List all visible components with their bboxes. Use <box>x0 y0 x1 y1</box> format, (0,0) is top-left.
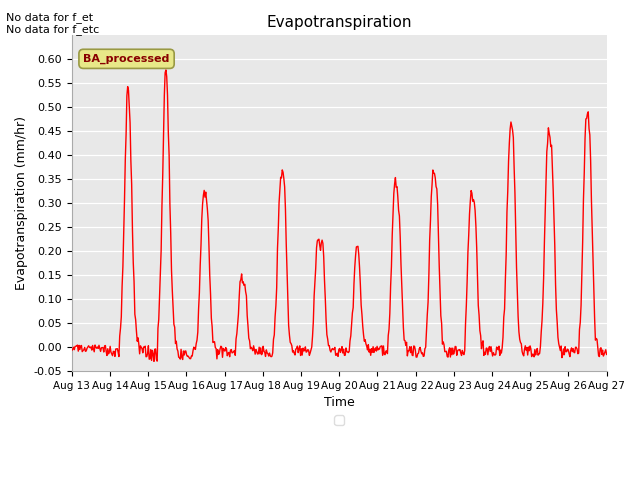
Text: BA_processed: BA_processed <box>83 54 170 64</box>
Legend:  <box>334 415 344 425</box>
X-axis label: Time: Time <box>324 396 355 409</box>
Title: Evapotranspiration: Evapotranspiration <box>266 15 412 30</box>
Text: No data for f_etc: No data for f_etc <box>6 24 100 35</box>
Text: No data for f_et: No data for f_et <box>6 12 93 23</box>
Y-axis label: Evapotranspiration (mm/hr): Evapotranspiration (mm/hr) <box>15 116 28 290</box>
